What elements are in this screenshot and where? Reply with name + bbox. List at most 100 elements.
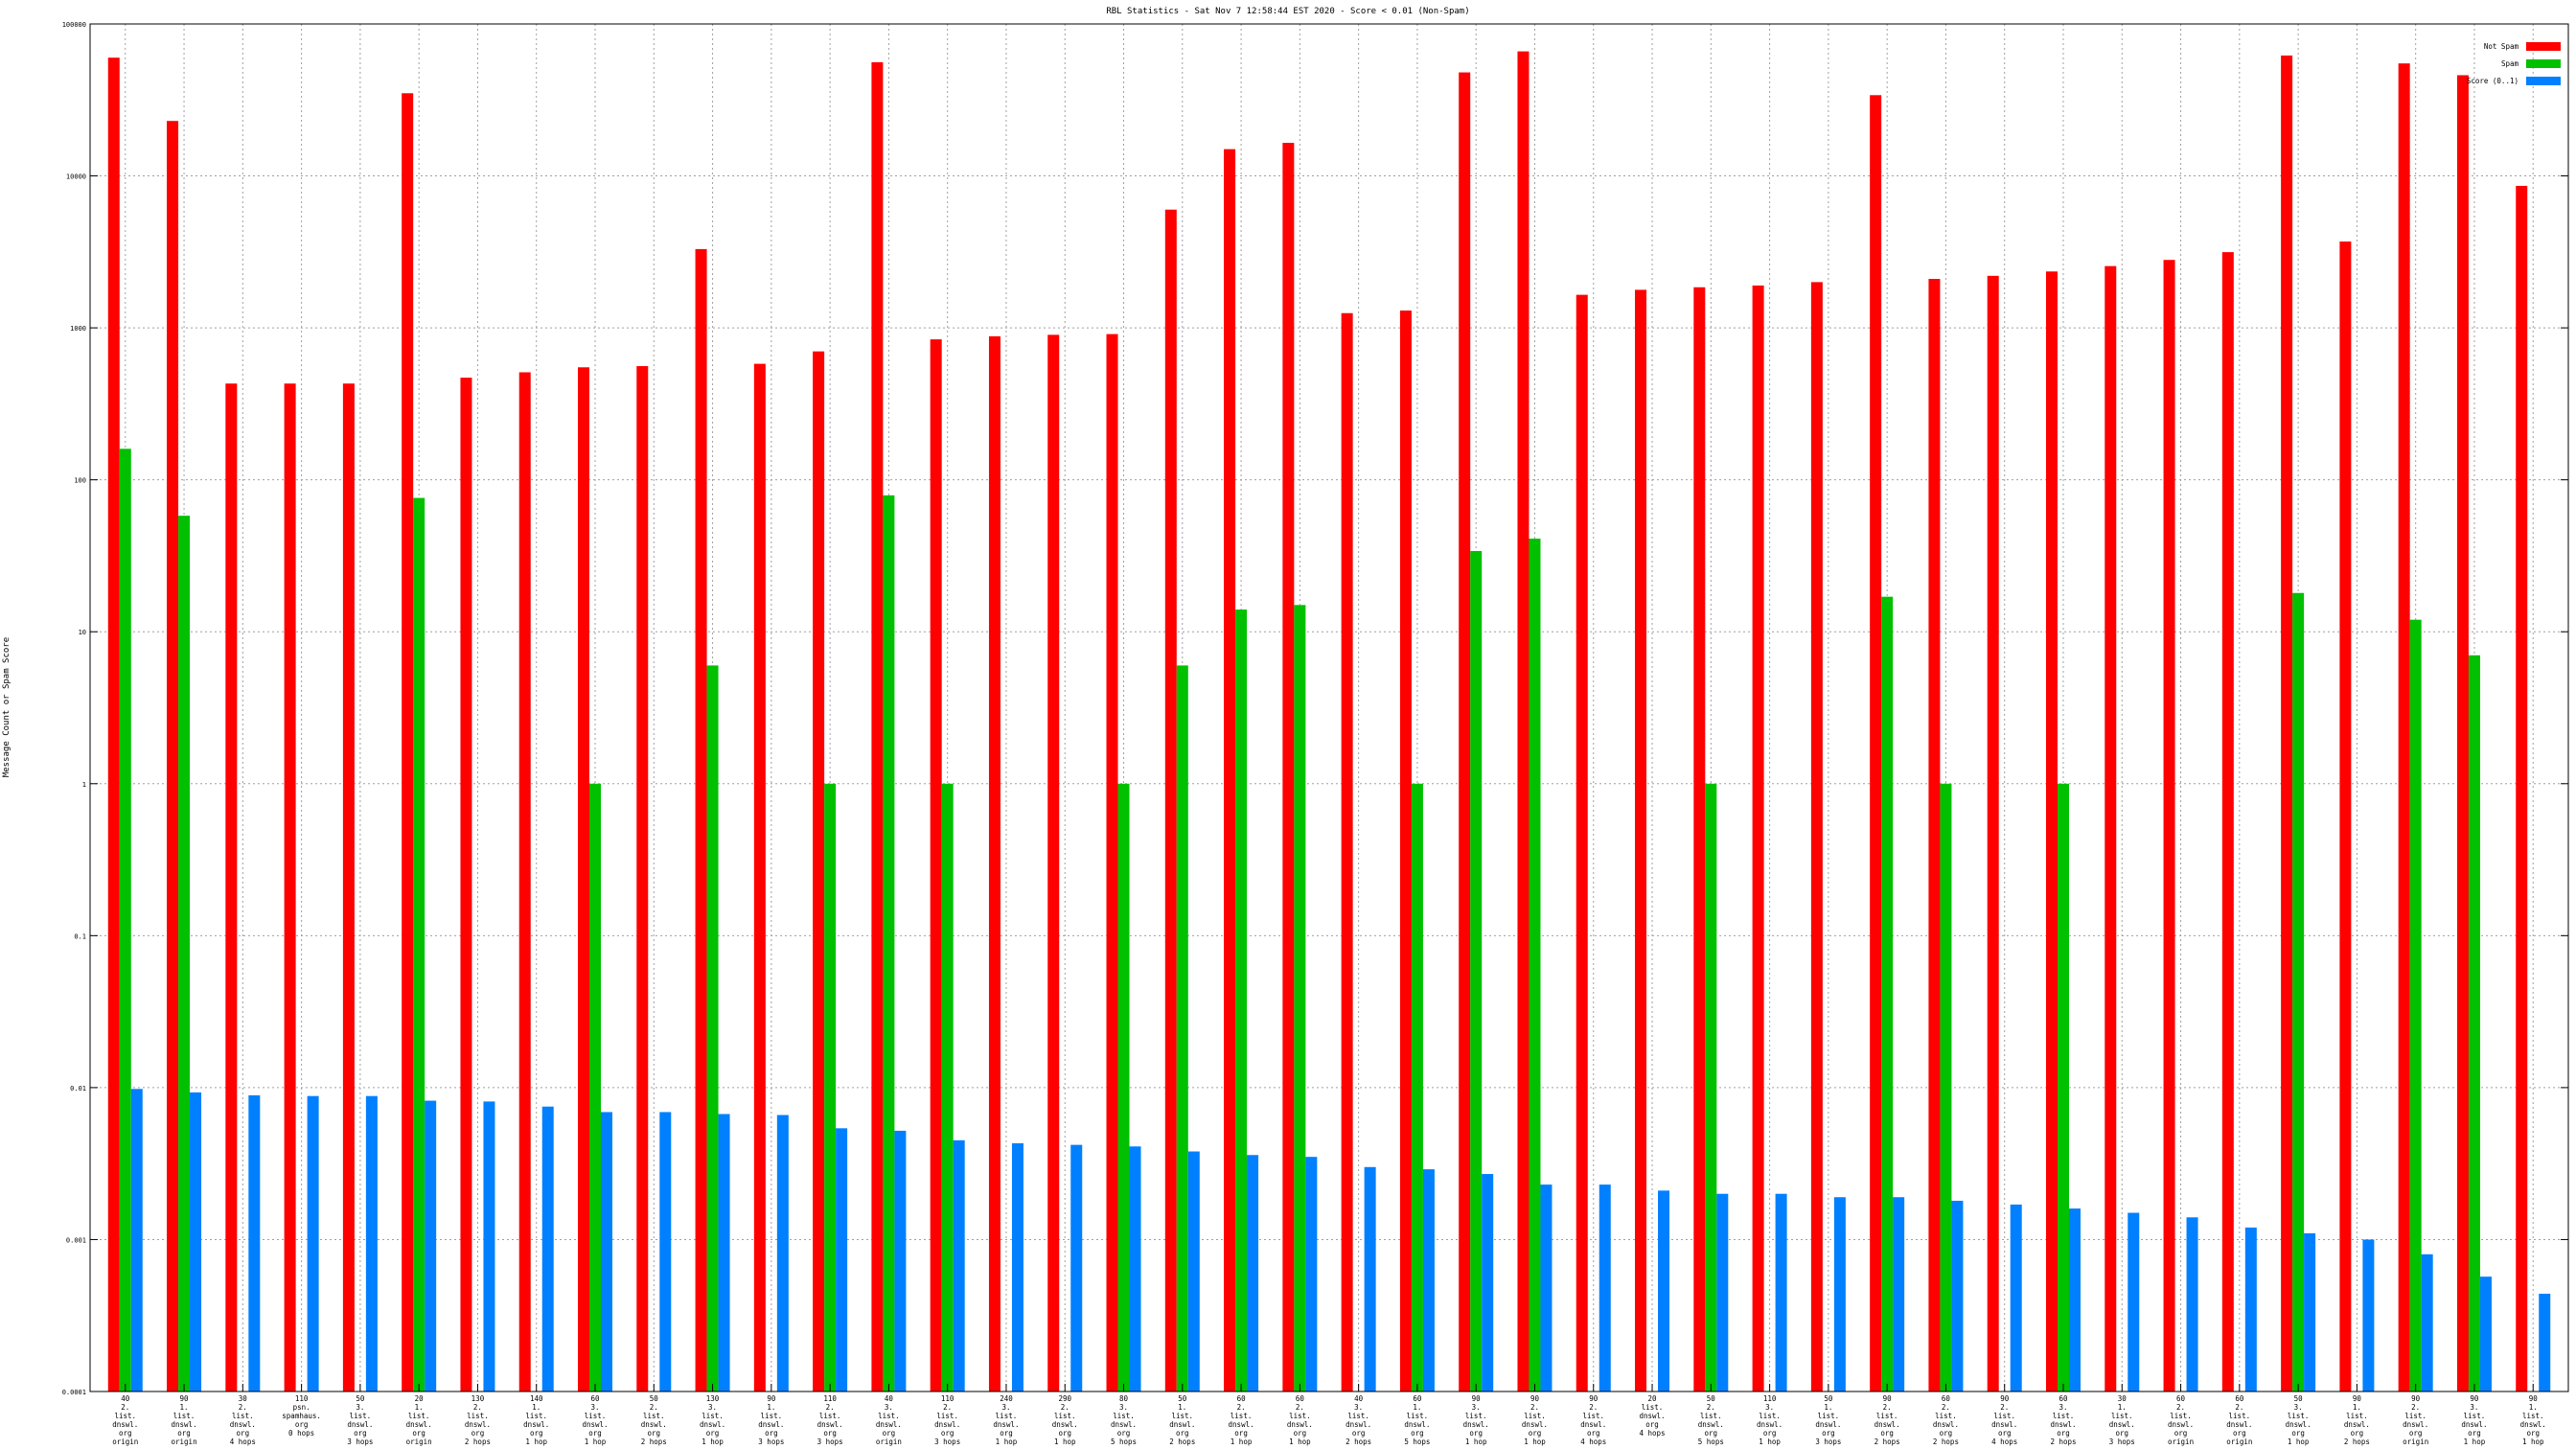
- x-tick-label: 3 hops: [2109, 1438, 2135, 1446]
- x-tick-label: 2.: [2411, 1403, 2420, 1412]
- bar-score-0-1: [1716, 1193, 1729, 1392]
- x-tick-label: dnswl.: [1229, 1420, 1254, 1429]
- bar-not-spam: [2339, 242, 2352, 1392]
- bar-not-spam: [1576, 294, 1588, 1392]
- bar-score-0-1: [718, 1114, 730, 1392]
- x-tick-label: 4 hops: [1639, 1429, 1665, 1438]
- x-tick-label: list.: [114, 1412, 136, 1420]
- x-tick-label: 110: [1763, 1394, 1777, 1403]
- x-tick-label: dnswl.: [2403, 1420, 2428, 1429]
- bar-score-0-1: [836, 1128, 848, 1392]
- x-tick-label: 130: [706, 1394, 720, 1403]
- x-tick-label: org: [1822, 1429, 1835, 1438]
- x-tick-label: origin: [876, 1438, 902, 1446]
- x-tick-label: dnswl.: [2286, 1420, 2312, 1429]
- x-tick-label: 110: [823, 1394, 837, 1403]
- x-tick-label: list.: [1407, 1412, 1429, 1420]
- x-tick-label: 90: [2353, 1394, 2362, 1403]
- bar-score-0-1: [1011, 1143, 1024, 1392]
- x-tick-label: 1 hop: [702, 1438, 724, 1446]
- x-tick-label: 50: [2294, 1394, 2304, 1403]
- x-tick-label: 50: [1824, 1394, 1833, 1403]
- bar-not-spam: [2163, 260, 2175, 1392]
- x-tick-label: 30: [2118, 1394, 2128, 1403]
- bar-spam: [941, 783, 954, 1392]
- bar-score-0-1: [2479, 1276, 2492, 1392]
- bar-score-0-1: [1482, 1174, 1494, 1392]
- y-tick-label: 100: [74, 477, 86, 485]
- x-tick-label: 1.: [1824, 1403, 1832, 1412]
- legend-swatch: [2526, 77, 2561, 85]
- x-tick-label: 2.: [1707, 1403, 1715, 1412]
- x-tick-label: 3.: [356, 1403, 364, 1412]
- bar-not-spam: [1047, 334, 1060, 1392]
- x-tick-label: 40: [1354, 1394, 1364, 1403]
- x-tick-label: list.: [819, 1412, 841, 1420]
- x-tick-label: 5 hops: [1698, 1438, 1724, 1446]
- bars: [107, 51, 2551, 1392]
- x-tick-label: 3.: [885, 1403, 893, 1412]
- x-tick-label: 50: [1707, 1394, 1716, 1403]
- x-tick-label: dnswl.: [1404, 1420, 1430, 1429]
- x-tick-label: list.: [2346, 1412, 2368, 1420]
- x-tick-label: 240: [1000, 1394, 1013, 1403]
- x-tick-label: dnswl.: [2226, 1420, 2252, 1429]
- x-tick-label: 1 hop: [1524, 1438, 1546, 1446]
- x-tick-label: list.: [2053, 1412, 2075, 1420]
- x-tick-label: 90: [1472, 1394, 1482, 1403]
- legend-swatch: [2526, 42, 2561, 51]
- x-tick-label: dnswl.: [347, 1420, 373, 1429]
- x-tick-label: dnswl.: [2109, 1420, 2135, 1429]
- x-tick-label: list.: [232, 1412, 254, 1420]
- x-tick-label: list.: [173, 1412, 196, 1420]
- x-tick-label: list.: [585, 1412, 607, 1420]
- bar-not-spam: [1870, 95, 1882, 1392]
- x-tick-label: org: [2291, 1429, 2305, 1438]
- x-tick-label: 90: [2000, 1394, 2010, 1403]
- x-tick-label: org: [295, 1420, 309, 1429]
- bar-spam: [2057, 783, 2069, 1392]
- x-tick-label: org: [2526, 1429, 2540, 1438]
- x-tick-label: dnswl.: [1815, 1420, 1841, 1429]
- bar-not-spam: [1224, 149, 1236, 1392]
- x-tick-label: 2.: [1942, 1403, 1950, 1412]
- bar-spam: [883, 494, 895, 1392]
- x-tick-label: dnswl.: [1933, 1420, 1959, 1429]
- x-tick-label: dnswl.: [1346, 1420, 1371, 1429]
- x-tick-label: 2 hops: [1169, 1438, 1195, 1446]
- x-tick-label: dnswl.: [1522, 1420, 1548, 1429]
- x-tick-label: list.: [408, 1412, 430, 1420]
- bar-spam: [1940, 783, 1952, 1392]
- x-tick-label: org: [2351, 1429, 2364, 1438]
- bar-score-0-1: [2244, 1227, 2257, 1392]
- x-tick-label: dnswl.: [1580, 1420, 1606, 1429]
- x-tick-label: dnswl.: [1639, 1412, 1665, 1420]
- bar-not-spam: [1164, 209, 1177, 1392]
- x-tick-label: 1 hop: [2288, 1438, 2310, 1446]
- x-tick-label: 50: [1178, 1394, 1187, 1403]
- legend-swatch: [2526, 59, 2561, 68]
- x-tick-label: 1.: [2353, 1403, 2361, 1412]
- bar-score-0-1: [1951, 1200, 1964, 1392]
- x-tick-label: org: [1645, 1420, 1659, 1429]
- x-tick-label: 90: [1883, 1394, 1893, 1403]
- x-tick-label: origin: [2168, 1438, 2194, 1446]
- x-tick-label: 2.: [2235, 1403, 2243, 1412]
- x-tick-label: org: [1998, 1429, 2012, 1438]
- x-tick-label: 20: [1648, 1394, 1658, 1403]
- x-tick-label: org: [1940, 1429, 1953, 1438]
- x-tick-label: org: [530, 1429, 543, 1438]
- x-tick-label: dnswl.: [817, 1420, 843, 1429]
- x-tick-label: 2.: [1589, 1403, 1598, 1412]
- x-tick-label: 60: [1413, 1394, 1422, 1403]
- x-tick-label: 1 hop: [585, 1438, 607, 1446]
- bar-score-0-1: [2539, 1293, 2551, 1392]
- x-tick-label: org: [1705, 1429, 1718, 1438]
- bar-not-spam: [1459, 72, 1471, 1392]
- x-tick-label: 1.: [2529, 1403, 2538, 1412]
- x-tick-label: 40: [121, 1394, 130, 1403]
- bar-score-0-1: [483, 1101, 495, 1392]
- x-tick-label: dnswl.: [1169, 1420, 1195, 1429]
- bar-not-spam: [402, 93, 414, 1392]
